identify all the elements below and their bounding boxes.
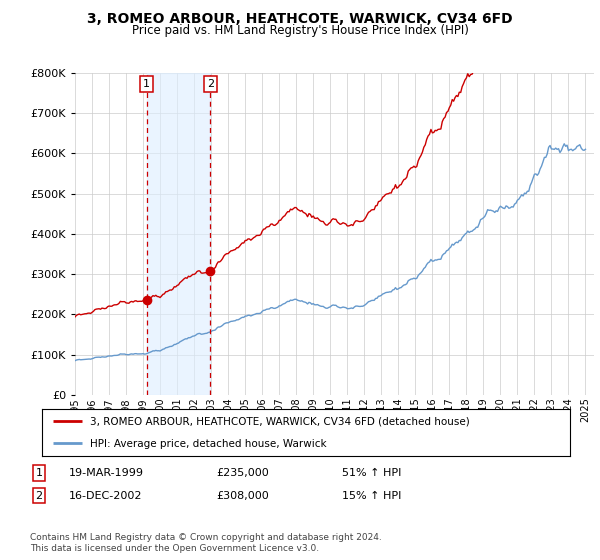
Bar xyxy=(146,73,211,395)
Text: 19-MAR-1999: 19-MAR-1999 xyxy=(69,468,144,478)
Text: Price paid vs. HM Land Registry's House Price Index (HPI): Price paid vs. HM Land Registry's House … xyxy=(131,24,469,37)
Text: 51% ↑ HPI: 51% ↑ HPI xyxy=(342,468,401,478)
Text: 3, ROMEO ARBOUR, HEATHCOTE, WARWICK, CV34 6FD: 3, ROMEO ARBOUR, HEATHCOTE, WARWICK, CV3… xyxy=(87,12,513,26)
Text: 3, ROMEO ARBOUR, HEATHCOTE, WARWICK, CV34 6FD (detached house): 3, ROMEO ARBOUR, HEATHCOTE, WARWICK, CV3… xyxy=(89,417,469,427)
Text: £308,000: £308,000 xyxy=(216,491,269,501)
Text: 1: 1 xyxy=(143,79,150,89)
Text: £235,000: £235,000 xyxy=(216,468,269,478)
Text: 1: 1 xyxy=(35,468,43,478)
Text: 2: 2 xyxy=(35,491,43,501)
Text: Contains HM Land Registry data © Crown copyright and database right 2024.
This d: Contains HM Land Registry data © Crown c… xyxy=(30,533,382,553)
Text: HPI: Average price, detached house, Warwick: HPI: Average price, detached house, Warw… xyxy=(89,439,326,449)
Text: 2: 2 xyxy=(207,79,214,89)
Text: 16-DEC-2002: 16-DEC-2002 xyxy=(69,491,143,501)
Text: 15% ↑ HPI: 15% ↑ HPI xyxy=(342,491,401,501)
